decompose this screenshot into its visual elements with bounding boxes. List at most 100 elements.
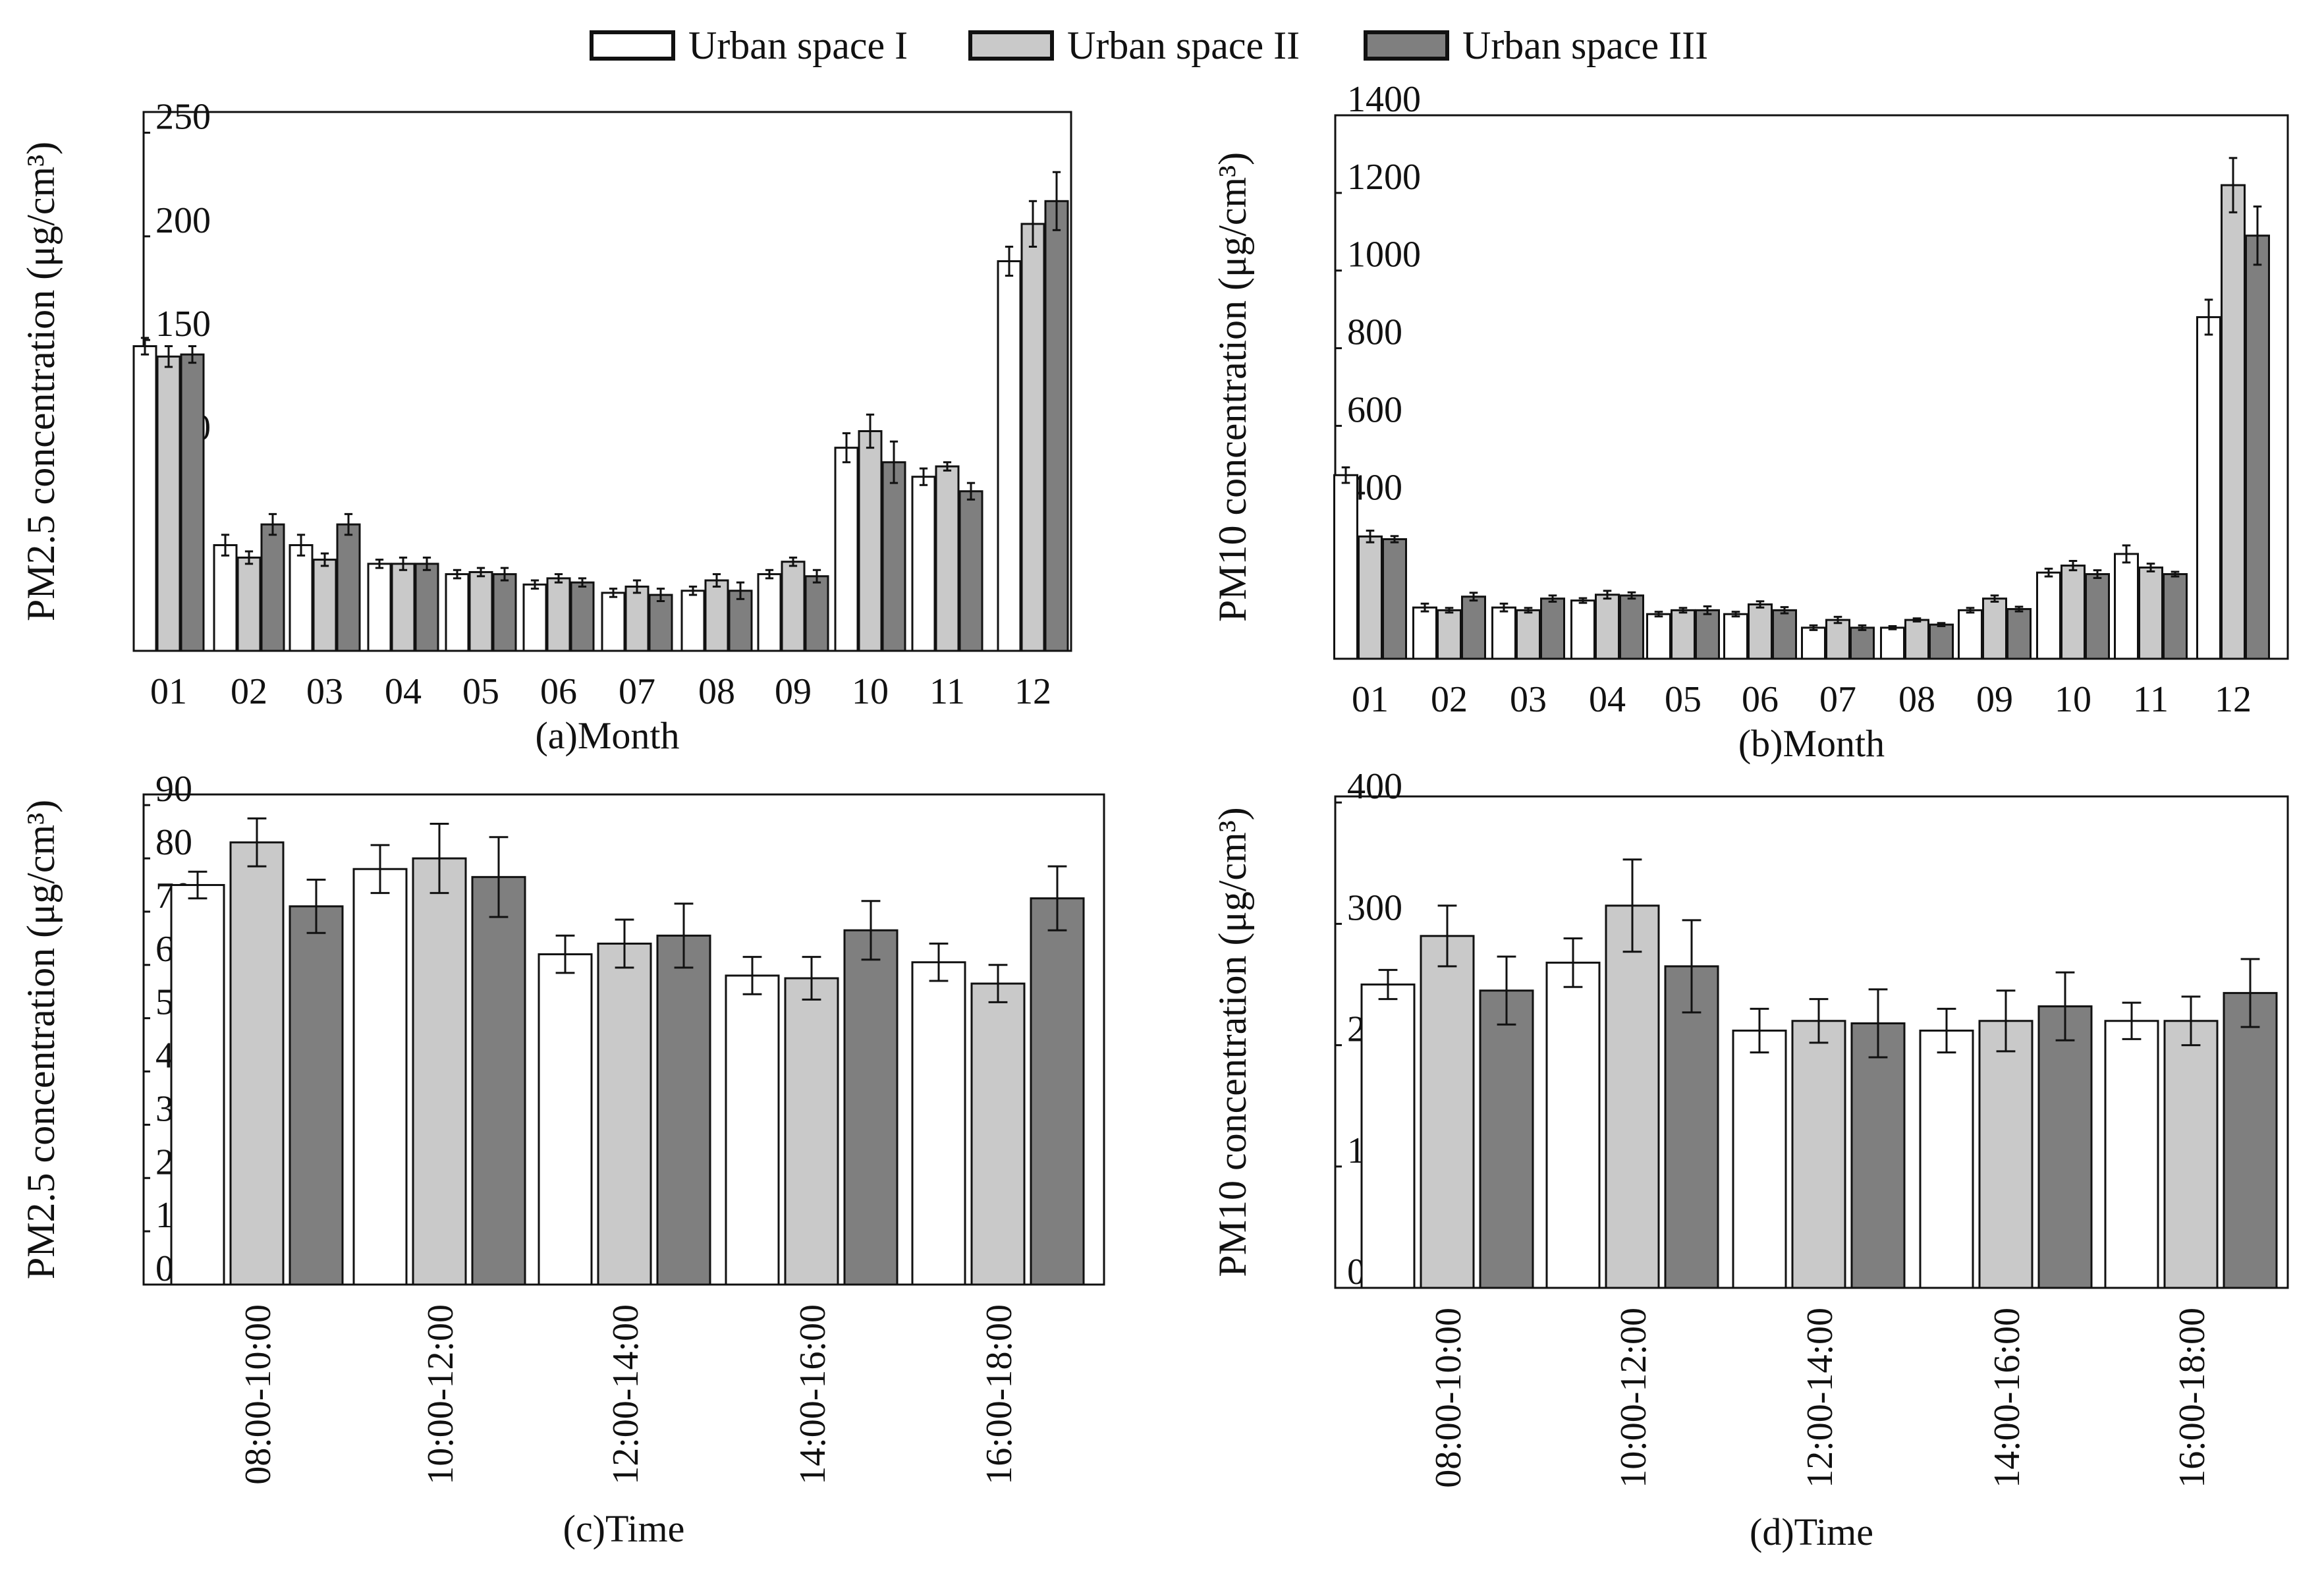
y-tick-label-b-4: 800 bbox=[1347, 312, 1402, 353]
x-tick-label-c-1: 10:00-12:00 bbox=[420, 1304, 461, 1485]
bar-d-08:00-10:00-s1 bbox=[1360, 984, 1416, 1289]
bar-b-08-s3 bbox=[1929, 623, 1954, 660]
bar-c-10:00-12:00-s2 bbox=[412, 857, 467, 1286]
x-tick-label-b-9: 10 bbox=[2055, 679, 2091, 720]
x-tick-label-d-2: 12:00-14:00 bbox=[1800, 1308, 1840, 1488]
bar-b-03-s1 bbox=[1491, 606, 1516, 660]
bar-a-12-s2 bbox=[1020, 223, 1045, 652]
bar-b-12-s3 bbox=[2245, 235, 2270, 660]
bar-d-12:00-14:00-s2 bbox=[1791, 1020, 1846, 1289]
x-tick-label-a-1: 02 bbox=[231, 671, 267, 712]
x-tick-label-a-7: 08 bbox=[698, 671, 735, 712]
y-tick-label-b-7: 1400 bbox=[1347, 79, 1421, 120]
bar-d-14:00-16:00-s3 bbox=[2037, 1005, 2093, 1289]
bar-b-10-s1 bbox=[2036, 571, 2061, 660]
y-axis-label-d: PM10 concentration (μg/cm³) bbox=[1211, 807, 1254, 1277]
bar-b-02-s1 bbox=[1412, 606, 1437, 660]
bar-a-10-s3 bbox=[881, 461, 906, 652]
bar-b-10-s3 bbox=[2085, 573, 2110, 660]
bar-a-02-s3 bbox=[260, 523, 285, 652]
bar-b-11-s1 bbox=[2114, 553, 2139, 660]
bar-c-12:00-14:00-s3 bbox=[656, 934, 711, 1286]
bar-b-11-s3 bbox=[2163, 573, 2188, 660]
bar-b-01-s2 bbox=[1358, 535, 1383, 660]
bar-b-07-s2 bbox=[1825, 619, 1850, 660]
bar-d-16:00-18:00-s1 bbox=[2104, 1020, 2159, 1289]
bar-a-09-s2 bbox=[781, 561, 806, 652]
bar-a-12-s1 bbox=[997, 260, 1022, 652]
bar-b-11-s2 bbox=[2138, 567, 2163, 660]
bar-d-14:00-16:00-s2 bbox=[1978, 1020, 2034, 1289]
bar-c-14:00-16:00-s3 bbox=[843, 929, 899, 1286]
bar-b-04-s3 bbox=[1619, 594, 1644, 660]
bar-b-05-s3 bbox=[1695, 609, 1720, 660]
legend-swatch-urban-space-2 bbox=[968, 30, 1054, 61]
chart-a: 050100150200250PM2.5 concentration (μg/c… bbox=[19, 96, 1072, 757]
bar-d-12:00-14:00-s1 bbox=[1732, 1030, 1787, 1289]
x-tick-label-a-2: 03 bbox=[306, 671, 343, 712]
x-tick-label-a-11: 12 bbox=[1014, 671, 1051, 712]
bar-b-06-s2 bbox=[1748, 603, 1773, 660]
bar-b-12-s1 bbox=[2196, 316, 2221, 660]
chart-legend: Urban space I Urban space II Urban space… bbox=[0, 20, 2324, 72]
bar-b-02-s2 bbox=[1437, 609, 1462, 660]
x-axis-label-a: (a)Month bbox=[535, 714, 679, 757]
x-axis-label-c: (c)Time bbox=[563, 1507, 685, 1550]
y-tick-label-c-9: 90 bbox=[155, 769, 192, 810]
y-axis-label-b: PM10 concentration (μg/cm³) bbox=[1211, 152, 1254, 622]
bar-a-11-s1 bbox=[911, 476, 936, 652]
bar-b-09-s1 bbox=[1958, 609, 1983, 660]
bar-b-01-s1 bbox=[1333, 474, 1358, 660]
bar-a-07-s2 bbox=[624, 585, 650, 652]
bar-c-16:00-18:00-s2 bbox=[970, 982, 1026, 1286]
bar-a-05-s1 bbox=[445, 573, 470, 652]
bar-b-07-s1 bbox=[1801, 626, 1826, 660]
bar-a-02-s2 bbox=[236, 556, 262, 652]
y-tick-label-b-3: 600 bbox=[1347, 389, 1402, 430]
x-tick-label-c-0: 08:00-10:00 bbox=[238, 1304, 279, 1485]
bar-b-04-s2 bbox=[1595, 594, 1620, 660]
x-tick-label-b-2: 03 bbox=[1510, 679, 1547, 720]
x-tick-label-b-6: 07 bbox=[1819, 679, 1856, 720]
bar-a-06-s2 bbox=[546, 577, 571, 652]
x-tick-label-a-10: 11 bbox=[929, 671, 965, 712]
bar-c-08:00-10:00-s2 bbox=[229, 841, 285, 1286]
bar-b-02-s3 bbox=[1461, 596, 1486, 660]
x-tick-label-a-0: 01 bbox=[150, 671, 187, 712]
bar-a-04-s3 bbox=[414, 563, 439, 652]
bar-b-09-s3 bbox=[2006, 608, 2032, 660]
bar-a-08-s1 bbox=[680, 590, 706, 652]
y-axis-label-a: PM2.5 concentration (μg/cm³) bbox=[19, 142, 63, 621]
bar-d-08:00-10:00-s2 bbox=[1420, 935, 1475, 1289]
x-tick-label-b-1: 02 bbox=[1431, 679, 1468, 720]
bar-a-01-s3 bbox=[180, 353, 205, 652]
y-tick-label-b-6: 1200 bbox=[1347, 157, 1421, 198]
bar-b-06-s1 bbox=[1723, 613, 1748, 660]
bar-d-16:00-18:00-s3 bbox=[2223, 991, 2278, 1289]
bar-a-02-s1 bbox=[213, 544, 238, 652]
x-tick-label-b-7: 08 bbox=[1898, 679, 1935, 720]
x-axis-label-b: (b)Month bbox=[1738, 722, 1885, 765]
bar-b-12-s2 bbox=[2221, 184, 2246, 660]
bar-c-14:00-16:00-s2 bbox=[784, 977, 839, 1286]
bar-a-07-s1 bbox=[601, 592, 626, 652]
x-tick-label-d-3: 14:00-16:00 bbox=[1987, 1308, 2028, 1488]
bar-d-16:00-18:00-s2 bbox=[2163, 1020, 2219, 1289]
x-tick-label-b-5: 06 bbox=[1742, 679, 1779, 720]
y-tick-label-c-8: 80 bbox=[155, 822, 192, 863]
bar-a-09-s3 bbox=[804, 575, 829, 652]
bar-a-07-s3 bbox=[648, 594, 673, 652]
bar-c-10:00-12:00-s1 bbox=[352, 868, 408, 1286]
bar-a-06-s3 bbox=[570, 581, 595, 652]
bar-a-01-s1 bbox=[132, 345, 157, 652]
bar-a-03-s3 bbox=[336, 523, 361, 652]
x-tick-label-a-8: 09 bbox=[775, 671, 812, 712]
bar-a-01-s2 bbox=[156, 355, 181, 652]
chart-c: 0102030405060708090PM2.5 concentration (… bbox=[19, 769, 1105, 1550]
bar-c-10:00-12:00-s3 bbox=[471, 875, 526, 1286]
x-tick-label-a-4: 05 bbox=[462, 671, 499, 712]
x-tick-label-d-1: 10:00-12:00 bbox=[1613, 1308, 1654, 1488]
bar-d-10:00-12:00-s1 bbox=[1545, 961, 1601, 1289]
x-tick-label-a-3: 04 bbox=[385, 671, 422, 712]
